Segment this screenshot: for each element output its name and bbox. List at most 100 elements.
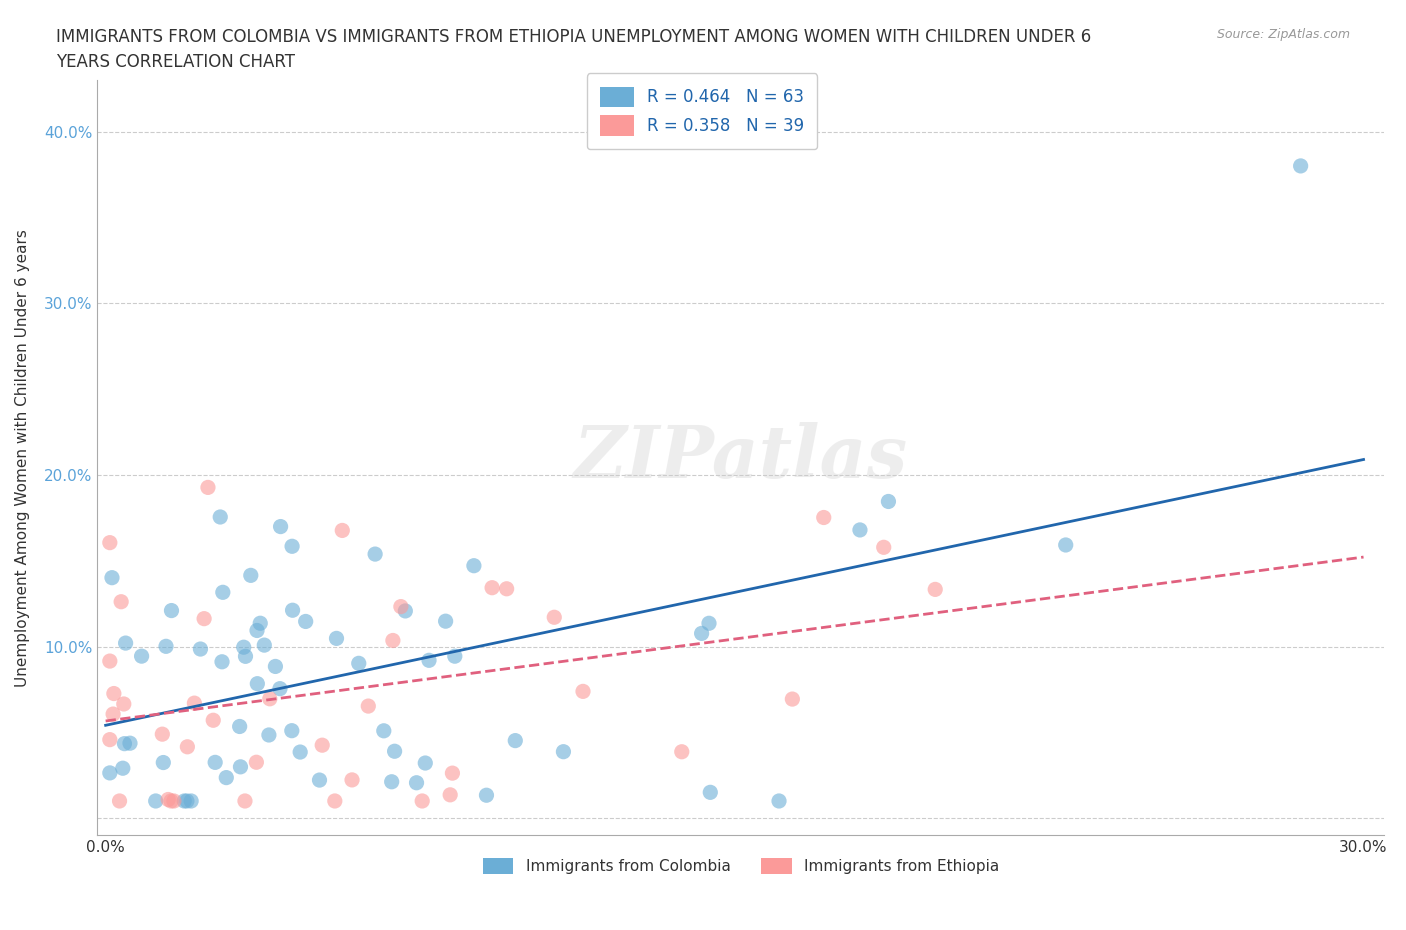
Immigrants from Ethiopia (101, 707, 124, 722)
Immigrants from Colombia (257, 727, 280, 742)
Immigrants from Ethiopia (389, 599, 412, 614)
Immigrants from Colombia (288, 745, 311, 760)
Immigrants from Ethiopia (671, 744, 693, 759)
Immigrants from Colombia (877, 494, 900, 509)
Immigrants from Colombia (246, 623, 269, 638)
Immigrants from Colombia (463, 558, 485, 573)
Text: ZIPatlas: ZIPatlas (574, 422, 908, 493)
Immigrants from Colombia (347, 656, 370, 671)
Immigrants from Colombia (160, 604, 183, 618)
Immigrants from Colombia (281, 603, 304, 618)
Immigrants from Colombia (98, 765, 121, 780)
Y-axis label: Unemployment Among Women with Children Under 6 years: Unemployment Among Women with Children U… (15, 229, 30, 686)
Immigrants from Colombia (152, 755, 174, 770)
Immigrants from Colombia (405, 776, 427, 790)
Immigrants from Colombia (228, 719, 250, 734)
Immigrants from Colombia (443, 649, 465, 664)
Immigrants from Ethiopia (259, 691, 281, 706)
Immigrants from Colombia (849, 523, 872, 538)
Text: IMMIGRANTS FROM COLOMBIA VS IMMIGRANTS FROM ETHIOPIA UNEMPLOYMENT AMONG WOMEN WI: IMMIGRANTS FROM COLOMBIA VS IMMIGRANTS F… (56, 28, 1091, 71)
Immigrants from Ethiopia (163, 793, 186, 808)
Immigrants from Colombia (211, 655, 233, 670)
Immigrants from Colombia (114, 635, 136, 650)
Immigrants from Ethiopia (202, 712, 225, 727)
Immigrants from Colombia (118, 736, 141, 751)
Immigrants from Ethiopia (193, 611, 215, 626)
Immigrants from Colombia (434, 614, 457, 629)
Immigrants from Ethiopia (98, 732, 121, 747)
Immigrants from Ethiopia (245, 755, 267, 770)
Immigrants from Colombia (269, 681, 291, 696)
Immigrants from Colombia (131, 649, 153, 664)
Immigrants from Ethiopia (160, 793, 183, 808)
Immigrants from Ethiopia (323, 793, 346, 808)
Immigrants from Colombia (690, 626, 713, 641)
Immigrants from Ethiopia (98, 654, 121, 669)
Immigrants from Colombia (1054, 538, 1077, 552)
Immigrants from Colombia (173, 793, 195, 808)
Immigrants from Ethiopia (311, 737, 333, 752)
Immigrants from Ethiopia (924, 582, 946, 597)
Immigrants from Ethiopia (782, 692, 804, 707)
Immigrants from Colombia (281, 724, 304, 738)
Immigrants from Colombia (155, 639, 177, 654)
Immigrants from Colombia (232, 640, 254, 655)
Immigrants from Ethiopia (108, 793, 131, 808)
Immigrants from Colombia (294, 614, 316, 629)
Immigrants from Colombia (190, 642, 212, 657)
Immigrants from Colombia (364, 547, 387, 562)
Immigrants from Colombia (114, 737, 136, 751)
Immigrants from Colombia (215, 770, 238, 785)
Immigrants from Colombia (697, 616, 720, 631)
Immigrants from Ethiopia (98, 535, 121, 550)
Text: Source: ZipAtlas.com: Source: ZipAtlas.com (1216, 28, 1350, 41)
Immigrants from Colombia (145, 793, 167, 808)
Immigrants from Colombia (176, 793, 198, 808)
Immigrants from Colombia (239, 568, 262, 583)
Immigrants from Ethiopia (411, 793, 433, 808)
Immigrants from Colombia (229, 760, 252, 775)
Immigrants from Ethiopia (110, 594, 132, 609)
Immigrants from Ethiopia (441, 765, 464, 780)
Immigrants from Colombia (209, 510, 232, 525)
Immigrants from Ethiopia (572, 684, 595, 698)
Immigrants from Colombia (394, 604, 416, 618)
Legend: Immigrants from Colombia, Immigrants from Ethiopia: Immigrants from Colombia, Immigrants fro… (477, 852, 1005, 881)
Immigrants from Ethiopia (183, 696, 205, 711)
Immigrants from Colombia (373, 724, 395, 738)
Immigrants from Ethiopia (481, 580, 503, 595)
Immigrants from Colombia (503, 733, 526, 748)
Immigrants from Colombia (264, 659, 287, 674)
Immigrants from Colombia (270, 519, 292, 534)
Immigrants from Ethiopia (330, 523, 353, 538)
Immigrants from Colombia (253, 638, 276, 653)
Immigrants from Colombia (418, 653, 440, 668)
Immigrants from Colombia (249, 616, 271, 631)
Immigrants from Ethiopia (381, 633, 404, 648)
Immigrants from Ethiopia (157, 792, 180, 807)
Immigrants from Colombia (180, 793, 202, 808)
Immigrants from Ethiopia (233, 793, 256, 808)
Immigrants from Colombia (768, 793, 790, 808)
Immigrants from Colombia (111, 761, 134, 776)
Immigrants from Colombia (281, 538, 304, 553)
Immigrants from Ethiopia (543, 610, 565, 625)
Immigrants from Colombia (413, 755, 436, 770)
Immigrants from Colombia (308, 773, 330, 788)
Immigrants from Ethiopia (176, 739, 198, 754)
Immigrants from Ethiopia (813, 510, 835, 525)
Immigrants from Colombia (1289, 158, 1312, 173)
Immigrants from Colombia (246, 676, 269, 691)
Immigrants from Colombia (553, 744, 575, 759)
Immigrants from Ethiopia (495, 581, 517, 596)
Immigrants from Ethiopia (873, 540, 896, 555)
Immigrants from Colombia (699, 785, 721, 800)
Immigrants from Ethiopia (340, 773, 363, 788)
Immigrants from Colombia (325, 631, 347, 645)
Immigrants from Colombia (204, 755, 226, 770)
Immigrants from Colombia (384, 744, 406, 759)
Immigrants from Ethiopia (357, 698, 380, 713)
Immigrants from Ethiopia (439, 788, 461, 803)
Immigrants from Colombia (381, 775, 404, 790)
Immigrants from Colombia (101, 570, 124, 585)
